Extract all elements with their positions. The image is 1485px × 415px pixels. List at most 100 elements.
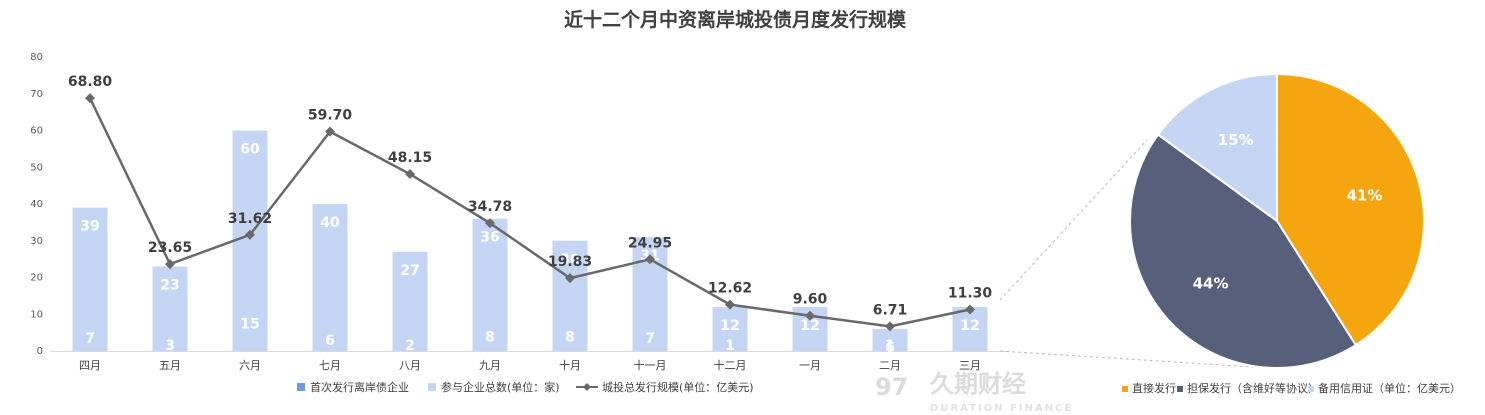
x-category-label: 十月 [559,358,581,372]
x-category-label: 十一月 [634,358,667,372]
x-category-label: 六月 [239,359,261,372]
x-category-label: 四月 [79,359,101,372]
bar-participants-label: 30 [560,252,580,268]
pie-slice [1156,72,1278,223]
bar-first-issue-label: 15 [240,316,259,332]
bar-participants-label: 12 [800,318,819,334]
watermark-sub: DURATION FINANCE [930,403,1073,414]
legend-standby: 备用信用证（单位：亿美元） [1318,381,1461,395]
bar-first-issue-label: 7 [85,331,95,347]
watermark-name: 久期财经 [930,370,1026,398]
issuance-label: 11.30 [948,285,993,301]
combo-legend: 首次发行离岸债企业 参与企业总数(单位：家) 城投总发行规模(单位：亿美元) [297,380,754,394]
bar-first-issue-label: 8 [485,329,495,345]
bar-participants [392,251,428,351]
watermark-logo: 97 久期财经 DURATION FINANCE [875,370,1073,414]
bar-participants-label: 6 [885,340,895,356]
line-series-issuance: 68.80 23.65 31.62 59.70 48.15 34.78 19.83 24.95… [68,74,993,332]
y-tick-label: 60 [30,126,43,137]
issuance-marker [645,254,655,265]
pie-slice-label: 15% [1218,131,1254,149]
bar-participants [152,266,188,351]
issuance-marker [85,93,95,104]
y-tick-label: 10 [30,309,43,320]
bar-first-issue-label: 1 [885,338,895,354]
issuance-marker [485,218,495,229]
x-category-label: 五月 [159,359,181,372]
pie-connector-lines [999,139,1271,369]
legend-swatch-direct [1122,386,1128,392]
legend-swatch-first-issue [297,383,305,391]
issuance-label: 19.83 [548,254,592,270]
watermark-mark: 97 [875,373,908,401]
issuance-label: 23.65 [148,240,192,256]
x-category-label: 十二月 [714,358,747,372]
issuance-label: 68.80 [68,74,113,90]
y-tick-label: 50 [30,162,43,173]
x-category-label: 二月 [879,359,901,372]
y-tick-label: 40 [30,199,43,210]
y-tick-label: 0 [37,346,43,357]
legend-swatch-participants [428,383,436,391]
issuance-marker [885,321,895,332]
x-category-label: 一月 [799,359,821,372]
x-category-label: 九月 [479,359,501,372]
bar-participants-label: 39 [80,219,99,235]
y-tick-label: 80 [30,52,43,63]
bar-participants [232,130,268,351]
legend-swatch-standby [1308,386,1314,392]
bar-participants-label: 12 [960,318,979,334]
issuance-marker [325,126,335,137]
bar-participants [312,204,348,351]
y-tick-label: 70 [30,89,43,100]
bar-first-issue-label: 8 [565,329,575,345]
bar-participants [552,240,588,351]
issuance-marker [805,310,815,321]
issuance-label: 34.78 [468,199,512,215]
y-tick-label: 20 [30,273,43,284]
bar-participants-label: 27 [400,263,419,279]
issuance-marker [725,299,735,310]
legend-issuance: 城投总发行规模(单位：亿美元) [602,380,754,394]
issuance-label: 12.62 [708,281,752,297]
bar-participants-label: 36 [480,230,499,246]
issuance-label: 31.62 [228,211,272,227]
y-tick-label: 30 [30,236,43,247]
issuance-marker [965,304,975,315]
issuance-label: 9.60 [793,292,828,308]
bar-participants-label: 40 [320,215,340,231]
pie-slice-label: 41% [1347,187,1383,205]
chart-title: 近十二个月中资离岸城投债月度发行规模 [564,8,907,31]
y-axis: 0 10 20 30 40 50 60 70 80 [30,52,1010,357]
bar-participants-label: 60 [240,142,260,158]
bar-first-issue-label: 7 [645,331,655,347]
pie-slice [1129,133,1358,369]
bar-labels: 3923604027363031121261273156288711 [80,142,979,356]
bar-participants-label: 23 [160,277,179,293]
issuance-line [88,97,971,328]
legend-swatch-guarantee [1177,386,1183,392]
bar-first-issue-label: 2 [405,338,415,354]
issuance-marker [565,273,575,284]
bar-first-issue-label: 3 [165,338,175,354]
category-labels: 四月 五月 六月 七月 八月 九月 十月 十一月 十二月 一月 二月 三月 [79,358,981,372]
bar-participants [472,218,508,351]
pie-legend: 直接发行 担保发行（含维好等协议） 备用信用证（单位：亿美元） [1122,381,1461,395]
x-category-label: 三月 [959,359,981,372]
connector-top [999,139,1148,301]
bar-participants [872,328,908,351]
legend-first-issue: 首次发行离岸债企业 [310,380,409,394]
pie-chart: 41% 44% 15% [1129,72,1425,369]
legend-direct: 直接发行 [1132,381,1176,395]
issuance-label: 24.95 [628,235,672,251]
legend-participants: 参与企业总数(单位：家) [441,380,560,394]
x-category-label: 八月 [399,359,421,372]
issuance-marker [405,169,415,180]
bar-participants [72,207,108,351]
bar-first-issue-label: 6 [325,333,335,349]
bars-participants [72,130,988,351]
issuance-label: 48.15 [388,150,432,166]
legend-guarantee: 担保发行（含维好等协议） [1187,381,1319,395]
x-category-label: 七月 [319,359,341,372]
